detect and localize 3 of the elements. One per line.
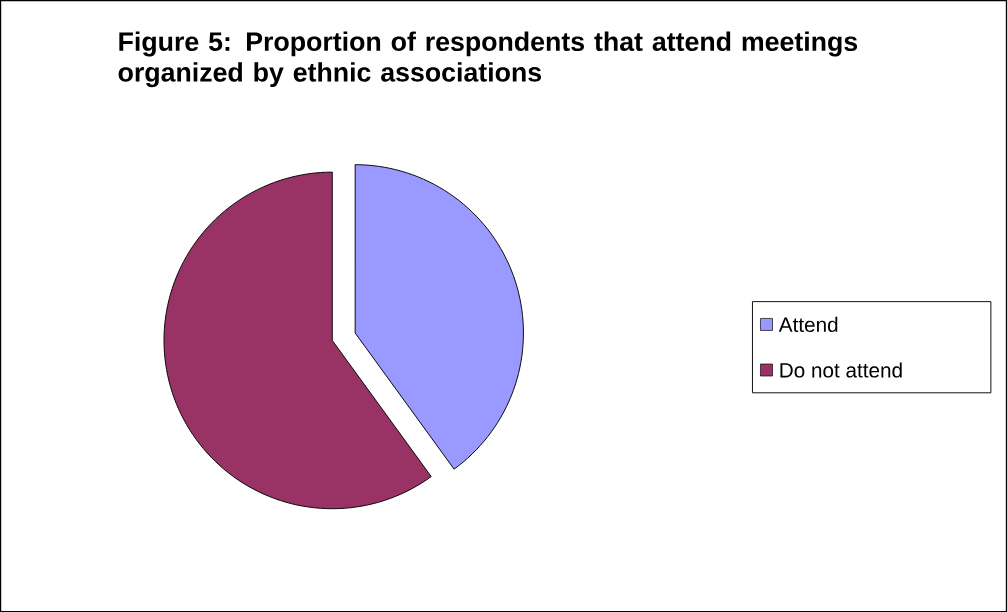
- chart-title: Figure 5: Proportion of respondents that attend meetings organized by ethnic associations: [118, 31, 858, 88]
- legend-label: Attend: [778, 316, 838, 332]
- legend-label: Do not attend: [780, 362, 902, 378]
